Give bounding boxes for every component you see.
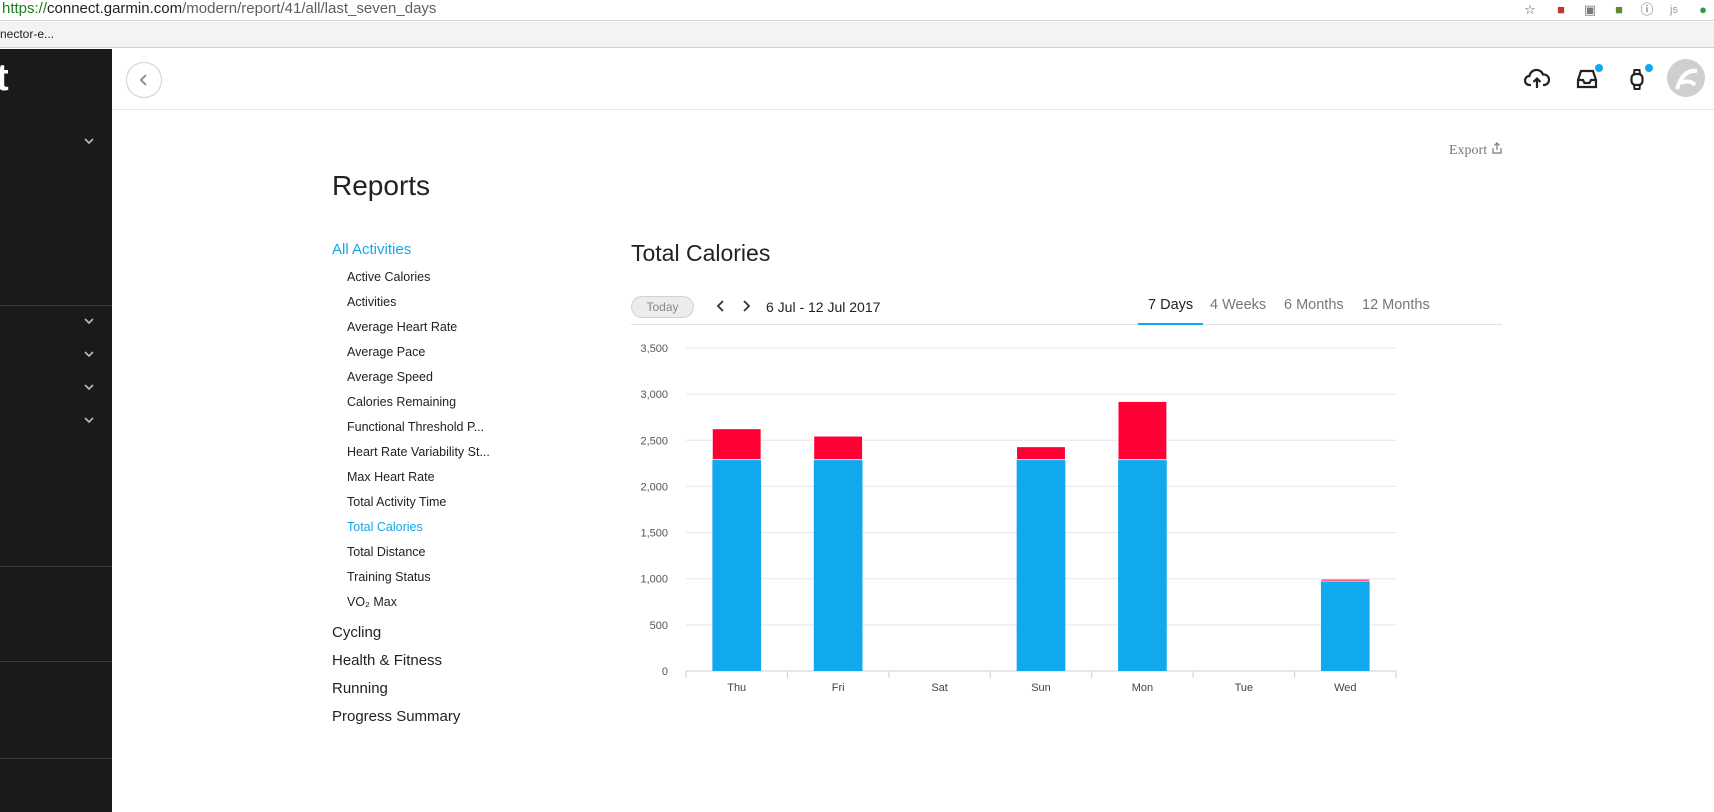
chevron-down-icon[interactable] <box>82 380 96 394</box>
extension-icon[interactable]: ● <box>1699 2 1707 17</box>
x-tick-label: Tue <box>1235 682 1254 694</box>
bar-segment-base <box>813 459 863 671</box>
page-title: Reports <box>332 170 431 201</box>
report-item[interactable]: VO₂ Max <box>347 595 397 609</box>
report-item[interactable]: Total Distance <box>347 545 426 559</box>
inbox-icon[interactable] <box>1574 66 1600 92</box>
y-tick-label: 1,000 <box>640 574 668 586</box>
total-calories-chart: 0 500 1,000 1,500 2,000 2,500 3,000 3,500 Thu Fri… <box>631 340 1511 740</box>
bar-segment-base <box>1320 581 1370 671</box>
x-tick-label: Wed <box>1334 682 1356 694</box>
bar-segment-active <box>1016 446 1066 461</box>
report-category[interactable]: Health & Fitness <box>332 652 443 669</box>
report-item[interactable]: Heart Rate Variability St... <box>347 445 490 459</box>
report-item[interactable]: Functional Threshold P... <box>347 420 485 434</box>
report-category[interactable]: Running <box>332 680 388 697</box>
export-icon <box>1492 142 1502 154</box>
report-category[interactable]: Cycling <box>332 624 382 641</box>
report-item[interactable]: Training Status <box>347 570 431 584</box>
extension-icon[interactable]: ■ <box>1615 2 1623 17</box>
extension-icon[interactable]: ■ <box>1557 2 1565 17</box>
bar-segment-active <box>1117 401 1168 461</box>
bar-segment-active <box>813 435 863 461</box>
url-host: connect.garmin.com <box>47 0 183 17</box>
x-tick-label: Thu <box>727 682 746 694</box>
period-tab[interactable]: 6 Months <box>1284 297 1344 313</box>
chevron-down-icon[interactable] <box>82 134 96 148</box>
y-tick-label: 3,000 <box>640 389 668 401</box>
app-logo: t <box>0 57 9 99</box>
chevron-down-icon[interactable] <box>82 413 96 427</box>
report-item[interactable]: Total Calories <box>347 520 423 534</box>
cloud-upload-icon[interactable] <box>1523 66 1551 92</box>
y-tick-label: 500 <box>650 620 668 632</box>
today-button[interactable]: Today <box>631 296 694 318</box>
divider <box>0 758 112 759</box>
export-button[interactable]: Export <box>1449 142 1503 159</box>
x-tick-label: Fri <box>832 682 845 694</box>
reports-navigation: All Activities Active Calories Activities… <box>332 239 572 731</box>
x-tick-label: Sat <box>931 682 948 694</box>
previous-period-icon[interactable] <box>714 299 728 313</box>
watch-icon[interactable] <box>1624 66 1650 92</box>
notification-dot <box>1595 64 1603 72</box>
date-range-label: 6 Jul - 12 Jul 2017 <box>766 299 881 315</box>
report-item[interactable]: Average Pace <box>347 345 426 359</box>
report-list: Active Calories Activities Average Heart R… <box>332 265 572 615</box>
export-label: Export <box>1449 143 1488 158</box>
x-tick-label: Sun <box>1031 682 1051 694</box>
y-tick-label: 0 <box>662 666 668 678</box>
chevron-down-icon[interactable] <box>82 314 96 328</box>
x-tick-label: Mon <box>1132 682 1153 694</box>
bar-segment-base <box>1118 459 1167 671</box>
avatar[interactable] <box>1667 59 1705 97</box>
divider <box>0 661 112 662</box>
info-icon[interactable]: ⓘ <box>1640 2 1654 17</box>
report-title: Total Calories <box>631 240 771 266</box>
y-tick-label: 1,500 <box>640 528 668 540</box>
chevron-left-icon <box>139 74 147 86</box>
pocket-icon[interactable]: ▣ <box>1583 2 1597 17</box>
y-tick-label: 3,500 <box>640 343 668 355</box>
bar-chart: 0 500 1,000 1,500 2,000 2,500 3,000 3,500 Thu Fri… <box>640 343 1397 694</box>
notification-dot <box>1645 64 1653 72</box>
url-scheme: https:// <box>2 0 48 17</box>
bookmark-item[interactable]: nector-e... <box>0 27 55 41</box>
divider <box>0 305 112 306</box>
back-button[interactable] <box>126 62 162 98</box>
report-toolbar: Today 6 Jul - 12 Jul 2017 7 Days 4 Weeks 6… <box>631 290 1502 325</box>
y-tick-label: 2,000 <box>640 481 668 493</box>
browser-address-bar[interactable]: https://connect.garmin.com/modern/report… <box>0 0 1714 21</box>
bar-segment-active <box>1320 578 1371 582</box>
report-item[interactable]: Average Speed <box>347 370 433 384</box>
report-item[interactable]: Calories Remaining <box>347 395 457 409</box>
report-item[interactable]: Max Heart Rate <box>347 470 435 484</box>
url-path: /modern/report/41/all/last_seven_days <box>182 0 437 17</box>
chevron-down-icon[interactable] <box>82 347 96 361</box>
period-tab[interactable]: 4 Weeks <box>1210 297 1267 313</box>
url-text[interactable]: https://connect.garmin.com/modern/report… <box>2 0 436 18</box>
report-item[interactable]: Activities <box>347 295 397 309</box>
bar-segment-base <box>1016 459 1066 671</box>
bookmarks-bar: nector-e... <box>0 22 1714 48</box>
next-period-icon[interactable] <box>739 299 753 313</box>
report-item[interactable]: Total Activity Time <box>347 495 447 509</box>
bar-segment-base <box>712 459 762 671</box>
report-item[interactable]: Active Calories <box>347 270 431 284</box>
side-navigation: t <box>0 49 112 812</box>
app-header <box>112 49 1714 110</box>
star-icon[interactable]: ☆ <box>1524 2 1536 17</box>
js-extension-icon[interactable]: js <box>1670 4 1678 16</box>
y-tick-label: 2,500 <box>640 435 668 447</box>
bar-segment-active <box>711 428 762 461</box>
divider <box>0 566 112 567</box>
period-tab[interactable]: 7 Days <box>1138 295 1204 325</box>
report-item[interactable]: Average Heart Rate <box>347 320 458 334</box>
period-tab[interactable]: 12 Months <box>1362 297 1430 313</box>
category-all-activities[interactable]: All Activities <box>332 241 412 258</box>
category-list: Cycling Health & Fitness Running Progress S… <box>332 619 572 731</box>
report-category[interactable]: Progress Summary <box>332 708 461 725</box>
